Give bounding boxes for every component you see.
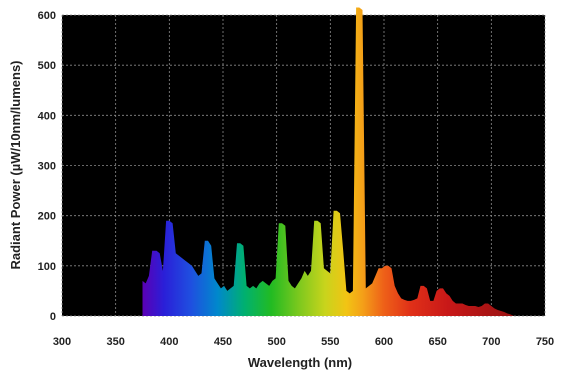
- x-tick-label: 450: [214, 336, 232, 348]
- x-tick-label: 700: [482, 336, 500, 348]
- y-tick-label: 400: [38, 110, 56, 122]
- y-tick-label: 100: [38, 261, 56, 273]
- x-tick-labels: 300 350 400 450 500 550 600 650 700 750: [53, 336, 554, 348]
- y-tick-label: 300: [38, 161, 56, 173]
- x-tick-label: 350: [106, 336, 124, 348]
- y-axis-title: Radiant Power (µW/10nm/lumens): [8, 60, 23, 269]
- x-tick-label: 650: [428, 336, 446, 348]
- y-tick-label: 0: [50, 311, 56, 323]
- x-tick-label: 600: [375, 336, 393, 348]
- y-tick-label: 500: [38, 60, 56, 72]
- x-axis-title: Wavelength (nm): [248, 355, 352, 370]
- y-tick-labels: 0 100 200 300 400 500 600: [38, 10, 56, 323]
- y-tick-label: 600: [38, 10, 56, 22]
- spectrum-area: [142, 7, 543, 316]
- x-tick-label: 300: [53, 336, 71, 348]
- x-tick-label: 400: [160, 336, 178, 348]
- y-tick-label: 200: [38, 211, 56, 223]
- x-tick-label: 500: [267, 336, 285, 348]
- x-tick-label: 750: [536, 336, 554, 348]
- x-tick-label: 550: [321, 336, 339, 348]
